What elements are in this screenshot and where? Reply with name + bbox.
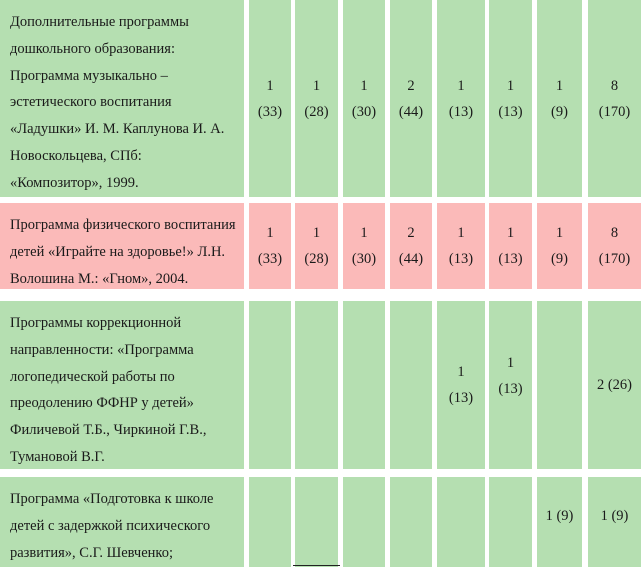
program-name-line: «Ладушки» И. М. Каплунова И. А. [10, 121, 225, 138]
program-name-line: «Композитор», 1999. [10, 174, 139, 191]
value-cell: 1 (30) [343, 0, 385, 197]
value-text: 1 [457, 225, 465, 241]
table-row: Программы коррекционной направленности: «… [0, 301, 643, 469]
value-cell: 8 (170) [588, 203, 641, 289]
value-text: (170) [598, 251, 631, 267]
value-cell: 1 (28) [295, 203, 338, 289]
underline-mark [293, 565, 340, 566]
program-name-cell: Программы коррекционной направленности: «… [0, 301, 244, 469]
value-text: 1 [457, 364, 465, 380]
value-text: 1 [312, 77, 321, 94]
value-cell: 1 (13) [489, 0, 532, 197]
value-cell: 1 (13) [437, 203, 485, 289]
program-name-cell: Программа «Подготовка к школе детей с зад… [0, 477, 244, 567]
value-text: 8 [610, 77, 619, 94]
value-text: (13) [448, 103, 474, 120]
program-name-line: Программа «Подготовка к школе [10, 491, 214, 507]
value-cell: 1 (13) [437, 0, 485, 197]
value-cell [489, 477, 532, 567]
value-text: 2 [407, 225, 415, 241]
value-text: (30) [351, 251, 377, 267]
value-cell: 1 (9) [588, 477, 641, 567]
value-text: (9) [551, 251, 568, 267]
value-text: 1 [266, 77, 274, 94]
value-cell [437, 477, 485, 567]
program-name-line: Новоскольцева, СПб: [10, 147, 142, 164]
value-cell: 1 (9) [537, 477, 582, 567]
value-text: 1 (9) [545, 508, 574, 524]
value-cell: 1 (9) [537, 203, 582, 289]
table-row: Программа физического воспитания детей «И… [0, 203, 643, 289]
value-text: 1 [266, 225, 274, 241]
value-cell: 1 (13) [437, 301, 485, 469]
value-cell: 1 (28) [295, 0, 338, 197]
value-text: 2 (26) [596, 377, 633, 393]
value-text: 2 [407, 77, 415, 94]
value-text: (28) [304, 251, 329, 267]
value-text: (13) [448, 251, 474, 267]
value-cell [537, 301, 582, 469]
value-text: (33) [257, 103, 283, 120]
value-text: (170) [598, 103, 631, 120]
value-text: (30) [351, 103, 377, 120]
table-row: Дополнительные программы дошкольного обра… [0, 0, 643, 197]
value-cell [295, 477, 338, 567]
program-name-cell: Дополнительные программы дошкольного обра… [0, 0, 244, 197]
value-cell [249, 301, 291, 469]
value-text: 1 [457, 77, 465, 94]
program-name-line: направленности: «Программа [10, 341, 194, 358]
value-cell [295, 301, 338, 469]
value-cell: 2 (44) [390, 0, 432, 197]
value-cell [249, 477, 291, 567]
value-text: (13) [448, 390, 474, 406]
value-text: 1 [506, 77, 515, 94]
value-cell [390, 301, 432, 469]
program-name-line: Волошина М.: «Гном», 2004. [10, 270, 189, 287]
program-name-line: Тумановой В.Г. [10, 448, 105, 465]
value-text: 1 [312, 225, 321, 241]
value-cell: 8 (170) [588, 0, 641, 197]
value-text: (44) [398, 103, 424, 120]
value-cell: 1 (33) [249, 203, 291, 289]
program-name-line: детей «Играйте на здоровье!» Л.Н. [10, 243, 226, 260]
program-name-line: детей с задержкой психического [10, 517, 211, 534]
program-name-line: дошкольного образования: [10, 40, 175, 57]
program-name-line: логопедической работы по [10, 368, 175, 385]
table-row: Программа «Подготовка к школе детей с зад… [0, 477, 643, 567]
value-cell [390, 477, 432, 567]
value-text: (28) [304, 103, 329, 120]
value-cell: 2 (26) [588, 301, 641, 469]
value-text: (44) [398, 251, 424, 267]
value-text: 1 [360, 77, 368, 94]
value-text: 1 [506, 355, 515, 371]
value-text: 1 [555, 225, 564, 241]
program-name-line: эстетического воспитания [10, 94, 172, 111]
value-text: (13) [498, 103, 523, 120]
value-cell: 2 (44) [390, 203, 432, 289]
value-text: (13) [498, 381, 523, 397]
value-cell [343, 301, 385, 469]
value-cell: 1 (13) [489, 203, 532, 289]
program-name-line: развития», С.Г. Шевченко; [10, 544, 174, 561]
value-text: (9) [551, 103, 568, 120]
value-text: 8 [610, 225, 619, 241]
value-text: 1 [555, 77, 564, 94]
value-text: (13) [498, 251, 523, 267]
value-cell: 1 (33) [249, 0, 291, 197]
value-text: (33) [257, 251, 283, 267]
value-cell: 1 (30) [343, 203, 385, 289]
value-cell [343, 477, 385, 567]
value-text: 1 (9) [600, 508, 629, 524]
program-name-line: Программы коррекционной [10, 315, 182, 331]
value-cell: 1 (13) [489, 301, 532, 469]
program-name-line: Программа музыкально – [10, 67, 168, 84]
value-text: 1 [360, 225, 368, 241]
program-name-line: Программа физического воспитания [10, 217, 236, 233]
value-text: 1 [506, 225, 515, 241]
value-cell: 1 (9) [537, 0, 582, 197]
program-name-line: преодолению ФФНР у детей» [10, 395, 194, 412]
program-name-cell: Программа физического воспитания детей «И… [0, 203, 244, 289]
program-name-line: Дополнительные программы [10, 14, 189, 30]
program-name-line: Филичевой Т.Б., Чиркиной Г.В., [10, 422, 207, 439]
